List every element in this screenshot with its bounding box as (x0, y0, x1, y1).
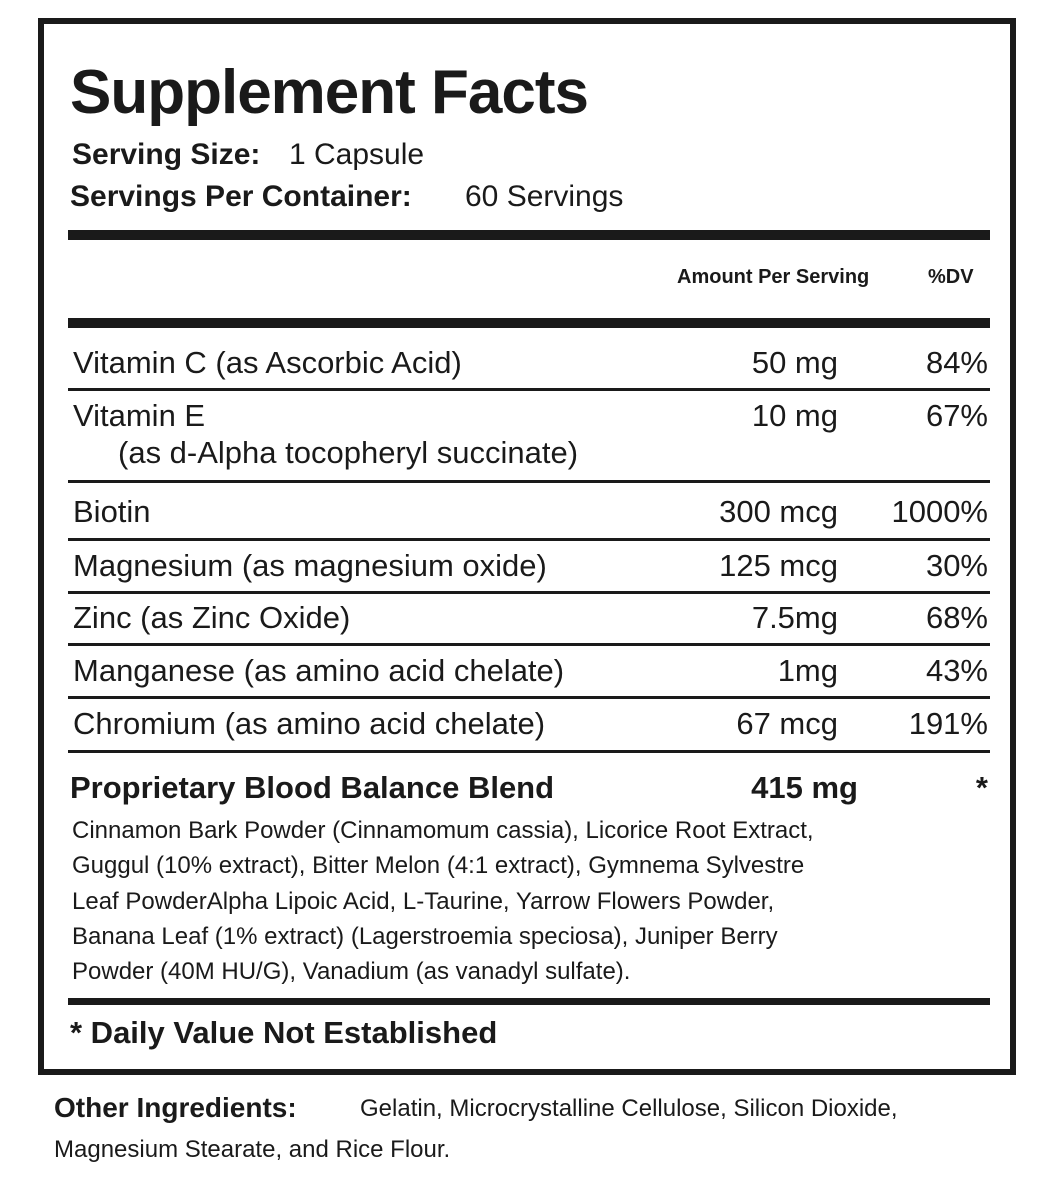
serving-size-value: 1 Capsule (289, 138, 425, 171)
nutrient-name: Chromium (as amino acid chelate) (73, 706, 546, 741)
blend-ingredients: Cinnamon Bark Powder (Cinnamomum cassia)… (72, 817, 814, 844)
daily-value: 84% (925, 345, 988, 380)
rule (68, 696, 990, 699)
rule (68, 998, 990, 1005)
other-text: Magnesium Stearate, and Rice Flour. (54, 1136, 451, 1163)
nutrient-name: Vitamin E (73, 398, 206, 433)
amount: 300 mcg (719, 494, 838, 529)
nutrient-name: Biotin (73, 494, 151, 529)
blend-ingredients: Leaf PowderAlpha Lipoic Acid, L-Taurine,… (72, 887, 775, 915)
column-header: Amount Per Serving (677, 266, 870, 288)
blend-ingredients: Powder (40M HU/G), Vanadium (as vanadyl … (72, 958, 631, 986)
serving-size-label: Serving Size: (72, 138, 261, 171)
other-text: Gelatin, Microcrystalline Cellulose, Sil… (360, 1095, 898, 1122)
nutrient-detail: (as d-Alpha tocopheryl succinate) (118, 435, 579, 470)
daily-value: 1000% (891, 494, 988, 529)
nutrient-name: Manganese (as amino acid chelate) (73, 653, 565, 688)
label-box (38, 18, 1016, 1075)
servings-label: Servings Per Container: (70, 180, 412, 213)
daily-value: 191% (908, 706, 988, 741)
amount: 50 mg (751, 345, 838, 380)
blend-dv: * (975, 770, 988, 805)
rule (68, 538, 990, 541)
daily-value: 67% (925, 398, 988, 433)
nutrient-name: Magnesium (as magnesium oxide) (73, 548, 547, 583)
amount: 1mg (777, 653, 838, 688)
amount: 67 mcg (736, 706, 838, 741)
rule (68, 480, 990, 483)
blend-ingredients: Guggul (10% extract), Bitter Melon (4:1 … (72, 852, 805, 880)
rule (68, 230, 990, 240)
footnote: * Daily Value Not Established (70, 1015, 498, 1050)
rule (68, 643, 990, 646)
amount: 10 mg (751, 398, 838, 433)
rule (68, 750, 990, 753)
other-label: Other Ingredients: (54, 1092, 297, 1123)
title: Supplement Facts (70, 58, 589, 127)
blend-name: Proprietary Blood Balance Blend (70, 770, 555, 805)
nutrient-name: Vitamin C (as Ascorbic Acid) (73, 345, 462, 380)
rule (68, 318, 990, 328)
daily-value: 43% (925, 653, 988, 688)
nutrient-name: Zinc (as Zinc Oxide) (73, 600, 351, 635)
column-header: %DV (928, 266, 974, 288)
servings-value: 60 Servings (465, 180, 624, 213)
amount: 7.5mg (751, 600, 838, 635)
blend-ingredients: Banana Leaf (1% extract) (Lagerstroemia … (72, 922, 778, 950)
rule (68, 591, 990, 594)
blend-amount: 415 mg (751, 770, 858, 805)
daily-value: 30% (925, 548, 988, 583)
amount: 125 mcg (719, 548, 838, 583)
daily-value: 68% (925, 600, 988, 635)
rule (68, 388, 990, 391)
